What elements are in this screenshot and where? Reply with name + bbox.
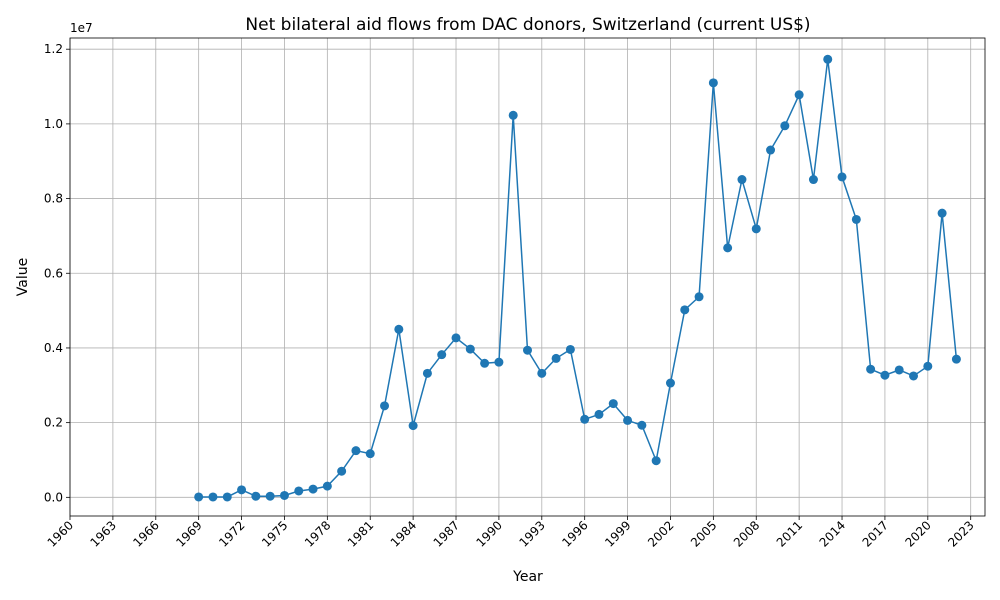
x-axis-label: Year	[512, 569, 543, 585]
x-tick-layer: 1960 1963 1966 1969 1972 1975 1978 1981 1984 1987…	[45, 516, 977, 550]
x-tick-label: 1978	[302, 518, 333, 549]
data-point	[308, 484, 318, 494]
data-point	[437, 350, 447, 360]
chart-title: Net bilateral aid flows from DAC donors,…	[245, 15, 810, 35]
x-tick-label: 1990	[474, 518, 505, 549]
x-tick-label: 1987	[431, 518, 462, 549]
x-tick-label: 2020	[902, 518, 933, 549]
x-tick-label: 1972	[216, 518, 247, 549]
plot-frame	[69, 37, 986, 517]
y-tick-layer: 0.0 0.2 0.4 0.6 0.8 1.0 1.2	[44, 42, 70, 504]
data-point	[951, 354, 961, 364]
x-tick-label: 1996	[559, 518, 590, 549]
y-tick-label: 0.4	[44, 341, 63, 355]
data-point	[651, 456, 661, 466]
x-tick-label: 1993	[516, 518, 547, 549]
data-point	[694, 292, 704, 302]
grid-layer	[69, 38, 985, 516]
data-point	[708, 78, 718, 88]
data-point	[508, 110, 518, 120]
data-point	[465, 344, 475, 354]
data-point	[794, 90, 804, 100]
data-point	[523, 345, 532, 355]
data-point	[680, 305, 690, 315]
x-tick-label: 1960	[45, 518, 76, 549]
x-tick-label: 2011	[774, 518, 805, 549]
data-point	[594, 409, 604, 419]
data-point	[208, 492, 218, 502]
data-point	[294, 486, 304, 496]
data-point	[480, 358, 490, 368]
data-point	[837, 172, 847, 182]
data-point	[351, 446, 361, 456]
data-point	[637, 420, 647, 430]
y-tick-label: 0.6	[44, 266, 63, 280]
x-tick-label: 1969	[173, 518, 204, 549]
data-point	[766, 145, 776, 155]
data-point	[365, 449, 375, 459]
x-tick-label: 2014	[817, 518, 848, 549]
data-point	[580, 414, 590, 424]
x-tick-label: 1963	[88, 518, 119, 549]
data-point	[222, 492, 232, 502]
data-point	[265, 491, 275, 501]
y-tick-label: 0.0	[44, 490, 63, 504]
data-point	[394, 324, 404, 334]
series-line	[198, 59, 958, 498]
x-tick-label: 2008	[731, 518, 762, 549]
data-point	[823, 54, 833, 64]
y-tick-label: 0.2	[44, 416, 63, 430]
data-point	[237, 485, 247, 495]
data-point	[808, 175, 818, 185]
x-tick-label: 1999	[602, 518, 633, 549]
data-point	[551, 353, 561, 363]
x-tick-label: 2017	[860, 518, 891, 549]
x-tick-label: 1984	[388, 518, 419, 549]
data-point	[565, 344, 575, 354]
data-point	[937, 208, 947, 218]
data-point	[780, 121, 790, 131]
data-point	[251, 491, 261, 501]
data-point	[380, 401, 390, 411]
x-tick-label: 1975	[259, 518, 290, 549]
data-point	[894, 365, 904, 375]
data-point	[322, 481, 332, 491]
data-point-layer	[194, 54, 961, 502]
y-tick-label: 0.8	[44, 192, 63, 206]
data-point	[494, 357, 504, 367]
series-line-layer	[198, 59, 958, 498]
x-tick-label: 1981	[345, 518, 376, 549]
data-point	[723, 243, 733, 253]
data-point	[537, 368, 547, 378]
data-point	[737, 175, 747, 185]
y-tick-label: 1.0	[44, 117, 63, 131]
y-axis-multiplier: 1e7	[70, 21, 93, 35]
data-point	[194, 492, 204, 502]
data-point	[608, 399, 618, 409]
data-point	[279, 490, 289, 500]
data-point	[751, 224, 761, 234]
data-point	[880, 370, 890, 380]
x-tick-label: 2005	[688, 518, 719, 549]
y-tick-label: 1.2	[44, 42, 63, 56]
data-point	[866, 364, 876, 374]
data-point	[923, 361, 933, 371]
data-point	[337, 466, 347, 476]
data-point	[623, 415, 633, 425]
data-point	[422, 368, 432, 378]
data-point	[851, 214, 861, 224]
x-tick-label: 2002	[645, 518, 676, 549]
x-tick-label: 2023	[945, 518, 976, 549]
y-axis-label: Value	[15, 258, 31, 296]
data-point	[451, 333, 461, 343]
x-tick-label: 1966	[130, 518, 161, 549]
data-point	[909, 371, 919, 381]
data-point	[408, 421, 418, 431]
data-point	[665, 378, 675, 388]
